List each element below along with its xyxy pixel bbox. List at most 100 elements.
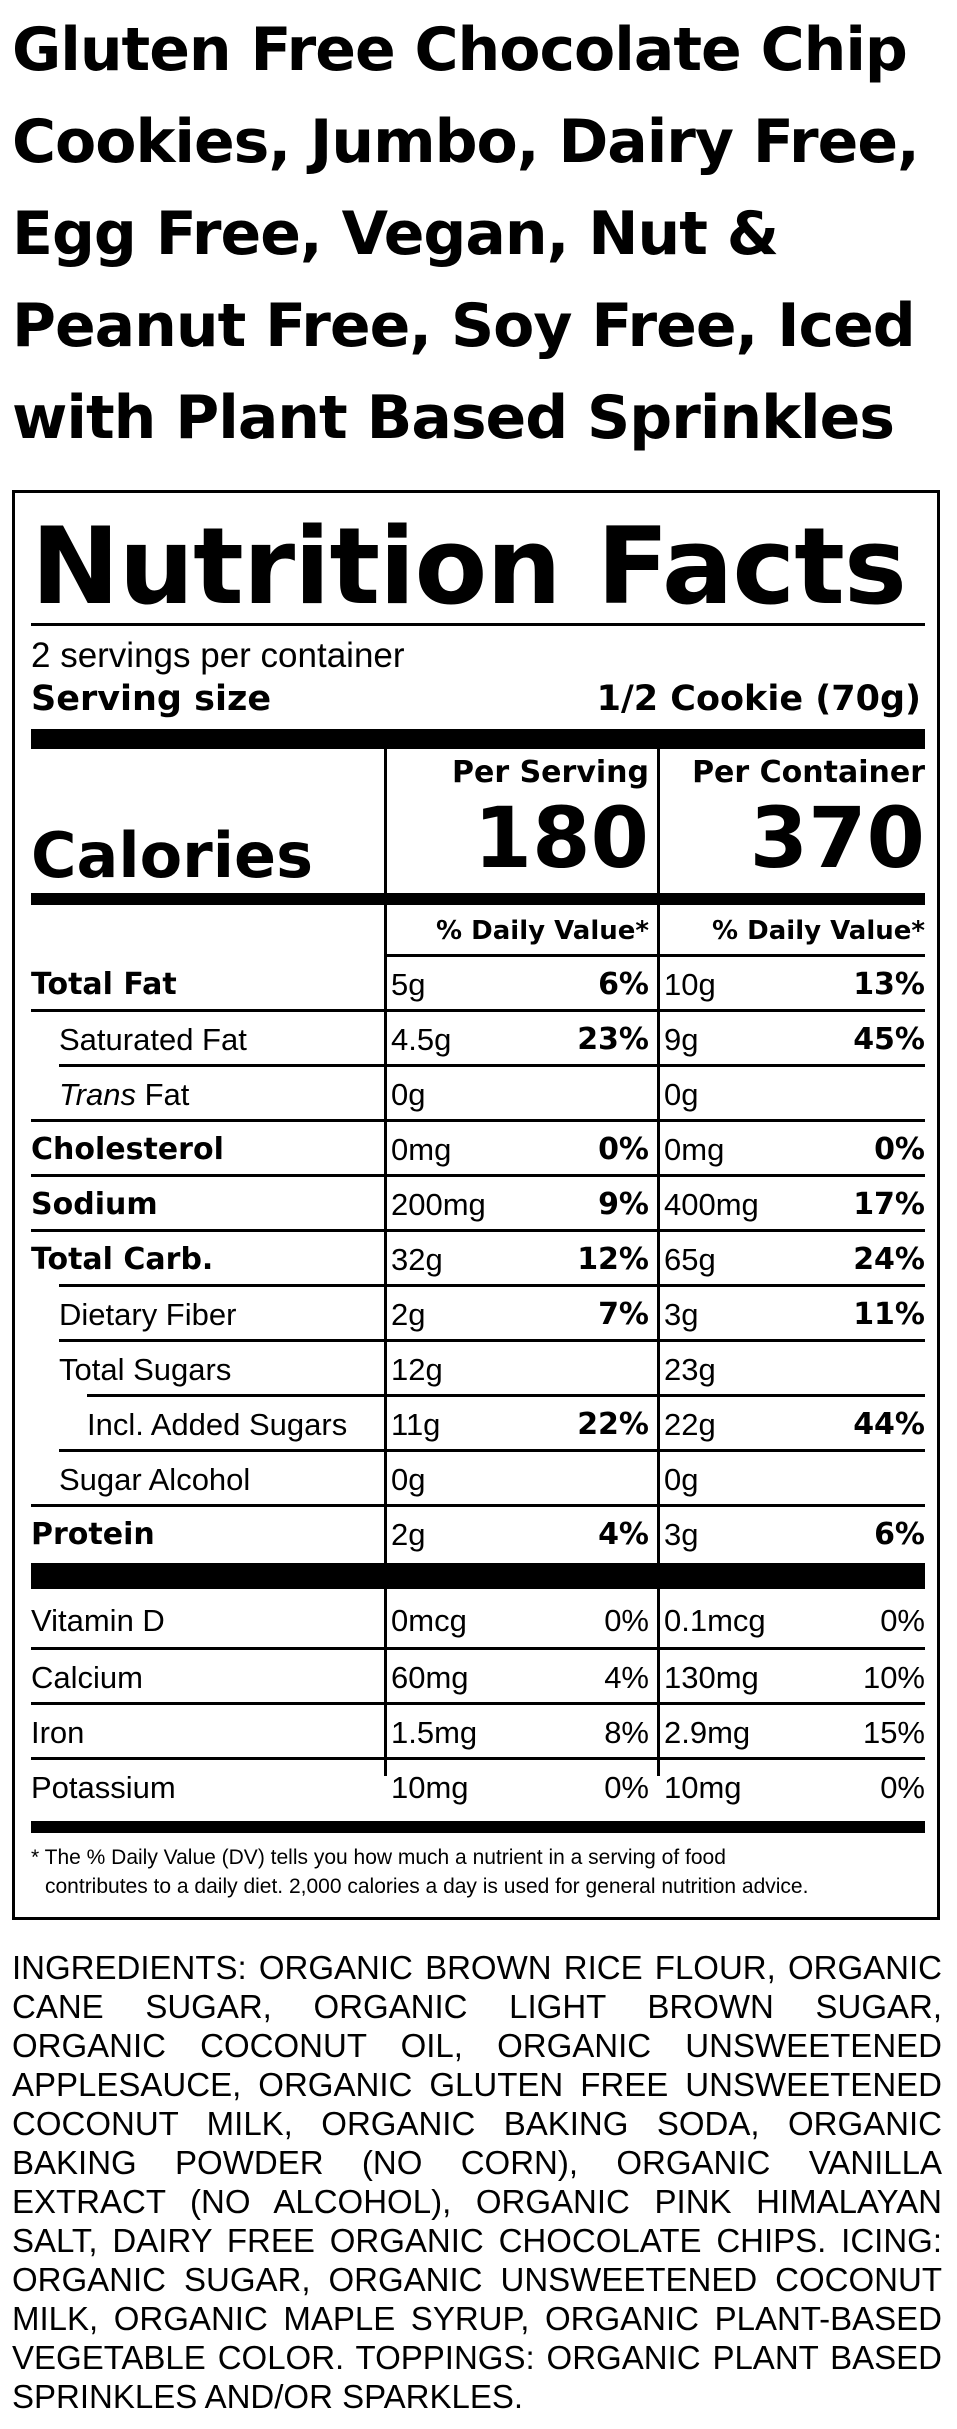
- serving-amount: 5g: [391, 967, 426, 1002]
- serving-amount: 1.5mg: [391, 1715, 478, 1750]
- row-divider: [31, 1174, 925, 1177]
- per-container-header: Per Container: [692, 755, 925, 790]
- serving-dv: 22%: [577, 1407, 649, 1442]
- nutrient-row-protein: Protein 2g 4% 3g 6%: [15, 1507, 937, 1562]
- nutrient-name: Incl. Added Sugars: [87, 1407, 348, 1442]
- nutrient-row-total-carb: Total Carb. 32g 12% 65g 24%: [15, 1232, 937, 1287]
- serving-amount: 200mg: [391, 1187, 486, 1222]
- container-dv: 24%: [853, 1242, 925, 1277]
- serving-amount: 2g: [391, 1297, 426, 1332]
- per-serving-header: Per Serving: [452, 755, 649, 790]
- container-dv: 0%: [874, 1132, 925, 1167]
- trans-italic: Trans: [59, 1077, 136, 1112]
- trans-fat-suffix: Fat: [144, 1077, 190, 1112]
- serving-amount: 0mcg: [391, 1603, 467, 1638]
- calories-divider-container: [660, 893, 925, 905]
- serving-dv: 23%: [577, 1022, 649, 1057]
- container-amount: 0g: [664, 1077, 699, 1112]
- row-divider: [31, 1119, 925, 1122]
- column-divider-serving: [384, 749, 387, 1776]
- row-divider: [31, 1229, 925, 1232]
- serving-dv: 4%: [598, 1517, 649, 1552]
- nutrient-name: Dietary Fiber: [59, 1297, 237, 1332]
- vitamin-row-calcium: Calcium 60mg 4% 130mg 10%: [15, 1650, 937, 1705]
- vitamin-row-potassium: Potassium 10mg 0% 10mg 0%: [15, 1760, 937, 1815]
- vitamin-name: Vitamin D: [31, 1603, 165, 1638]
- container-amount: 22g: [664, 1407, 716, 1442]
- vitamin-name: Iron: [31, 1715, 85, 1750]
- daily-value-footnote: * The % Daily Value (DV) tells you how m…: [31, 1843, 925, 1901]
- nutrient-name: Cholesterol: [31, 1132, 224, 1167]
- nutrition-facts-panel: Nutrition Facts 2 servings per container…: [12, 490, 940, 1920]
- vitamin-name: Calcium: [31, 1660, 143, 1695]
- dv-divider-serving: [387, 954, 657, 957]
- product-title: Gluten Free Chocolate Chip Cookies, Jumb…: [12, 15, 920, 453]
- calories-divider-serving: [387, 893, 657, 905]
- nutrient-row-dietary-fiber: Dietary Fiber 2g 7% 3g 11%: [15, 1287, 937, 1342]
- serving-dv: 0%: [604, 1770, 649, 1805]
- dv-divider-container: [660, 954, 925, 957]
- container-dv: 15%: [862, 1715, 925, 1750]
- row-divider: [59, 1449, 925, 1452]
- row-divider: [59, 1339, 925, 1342]
- nutrient-name: Protein: [31, 1517, 155, 1552]
- row-divider: [31, 1504, 925, 1507]
- container-amount: 3g: [664, 1517, 699, 1552]
- calories-divider-name: [31, 893, 384, 905]
- footnote-line-1: * The % Daily Value (DV) tells you how m…: [31, 1846, 726, 1869]
- row-divider: [31, 1009, 925, 1012]
- nutrition-facts-heading: Nutrition Facts: [31, 505, 907, 628]
- serving-amount: 10mg: [391, 1770, 469, 1805]
- container-dv: 13%: [853, 967, 925, 1002]
- container-amount: 9g: [664, 1022, 699, 1057]
- nutrient-name: Trans Fat: [59, 1075, 189, 1115]
- container-amount: 0g: [664, 1462, 699, 1497]
- vitamin-bar-serving: [387, 1563, 657, 1589]
- nutrient-row-trans-fat: Trans Fat 0g 0g: [15, 1067, 937, 1122]
- container-dv: 11%: [853, 1297, 925, 1332]
- nutrient-name: Sodium: [31, 1187, 158, 1222]
- serving-size-label: Serving size: [31, 679, 272, 719]
- serving-amount: 2g: [391, 1517, 426, 1552]
- heading-divider: [31, 623, 925, 626]
- serving-amount: 12g: [391, 1352, 443, 1387]
- vitamin-bar-container: [660, 1563, 925, 1589]
- row-divider: [31, 1702, 925, 1705]
- vitamin-bar-name: [31, 1563, 384, 1589]
- nutrient-row-cholesterol: Cholesterol 0mg 0% 0mg 0%: [15, 1122, 937, 1177]
- serving-dv: 4%: [604, 1660, 649, 1695]
- nutrient-name: Total Sugars: [59, 1352, 232, 1387]
- container-dv: 0%: [880, 1770, 925, 1805]
- serving-amount: 0mg: [391, 1132, 452, 1167]
- row-divider: [87, 1394, 925, 1397]
- container-amount: 0mg: [664, 1132, 725, 1167]
- container-amount: 2.9mg: [664, 1715, 751, 1750]
- nutrient-name: Total Fat: [31, 967, 177, 1002]
- servings-per-container: 2 servings per container: [31, 636, 405, 675]
- container-dv: 44%: [853, 1407, 925, 1442]
- container-amount: 130mg: [664, 1660, 759, 1695]
- serving-dv: 12%: [577, 1242, 649, 1277]
- serving-amount: 4.5g: [391, 1022, 452, 1057]
- serving-dv: 7%: [598, 1297, 649, 1332]
- nutrient-name: Sugar Alcohol: [59, 1462, 251, 1497]
- serving-amount: 32g: [391, 1242, 443, 1277]
- dv-header-container: % Daily Value*: [712, 916, 925, 946]
- container-dv: 45%: [853, 1022, 925, 1057]
- container-amount: 10mg: [664, 1770, 742, 1805]
- nutrient-row-saturated-fat: Saturated Fat 4.5g 23% 9g 45%: [15, 1012, 937, 1067]
- nutrient-row-total-fat: Total Fat 5g 6% 10g 13%: [15, 957, 937, 1012]
- container-amount: 10g: [664, 967, 716, 1002]
- container-amount: 65g: [664, 1242, 716, 1277]
- container-dv: 10%: [862, 1660, 925, 1695]
- container-dv: 6%: [874, 1517, 925, 1552]
- calories-per-serving: 180: [473, 789, 649, 887]
- container-amount: 23g: [664, 1352, 716, 1387]
- serving-dv: 0%: [598, 1132, 649, 1167]
- container-dv: 0%: [880, 1603, 925, 1638]
- container-amount: 3g: [664, 1297, 699, 1332]
- row-divider: [59, 1064, 925, 1067]
- serving-dv: 8%: [604, 1715, 649, 1750]
- nutrient-row-sodium: Sodium 200mg 9% 400mg 17%: [15, 1177, 937, 1232]
- serving-amount: 60mg: [391, 1660, 469, 1695]
